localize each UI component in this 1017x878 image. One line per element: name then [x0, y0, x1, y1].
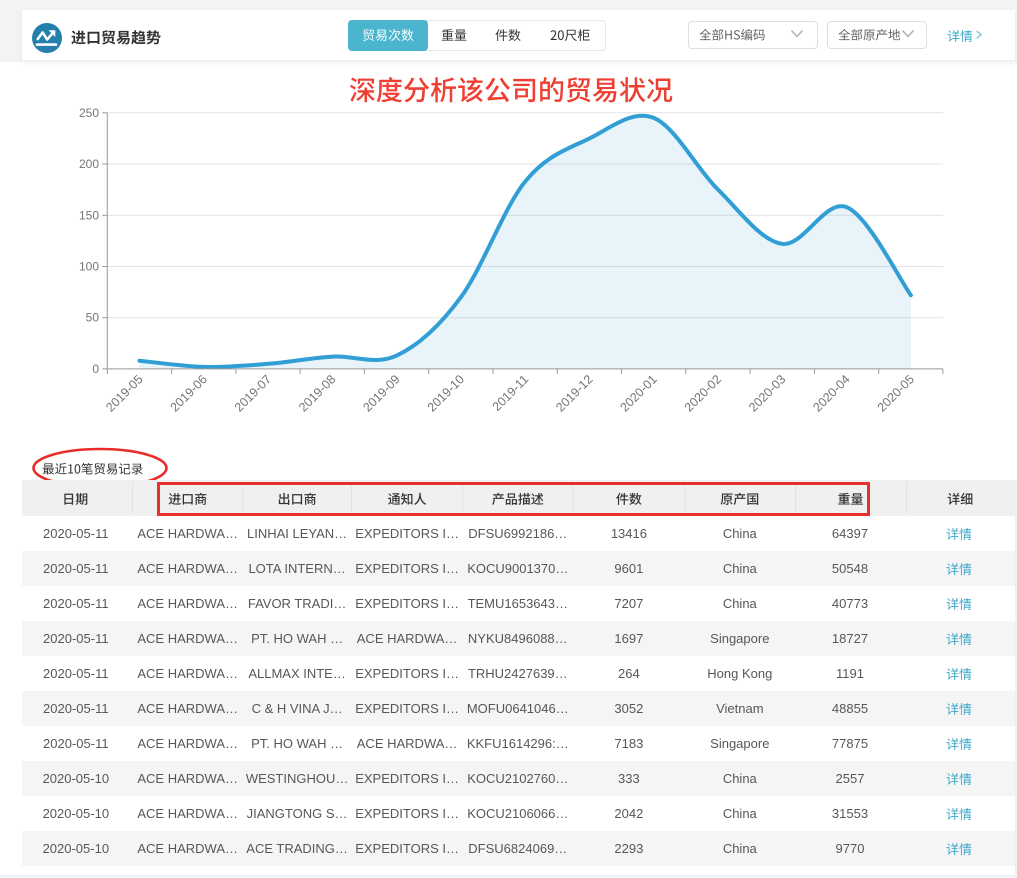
svg-text:2019-09: 2019-09 — [360, 372, 402, 414]
svg-text:200: 200 — [79, 157, 99, 171]
svg-text:2019-08: 2019-08 — [296, 372, 338, 414]
svg-text:0: 0 — [92, 362, 99, 376]
svg-text:2020-02: 2020-02 — [682, 372, 724, 414]
svg-text:2019-12: 2019-12 — [553, 372, 595, 414]
svg-text:2020-05: 2020-05 — [875, 372, 917, 414]
svg-text:2020-03: 2020-03 — [746, 372, 788, 414]
svg-text:150: 150 — [79, 208, 99, 222]
svg-text:2019-10: 2019-10 — [425, 372, 467, 414]
svg-text:2020-04: 2020-04 — [810, 372, 852, 414]
svg-text:2020-01: 2020-01 — [617, 372, 659, 414]
svg-text:100: 100 — [79, 260, 99, 274]
svg-text:50: 50 — [86, 311, 100, 325]
svg-text:2019-11: 2019-11 — [490, 372, 532, 414]
svg-text:250: 250 — [79, 106, 99, 120]
svg-text:2019-07: 2019-07 — [232, 372, 274, 414]
svg-text:2019-05: 2019-05 — [103, 372, 145, 414]
svg-text:2019-06: 2019-06 — [168, 372, 210, 414]
